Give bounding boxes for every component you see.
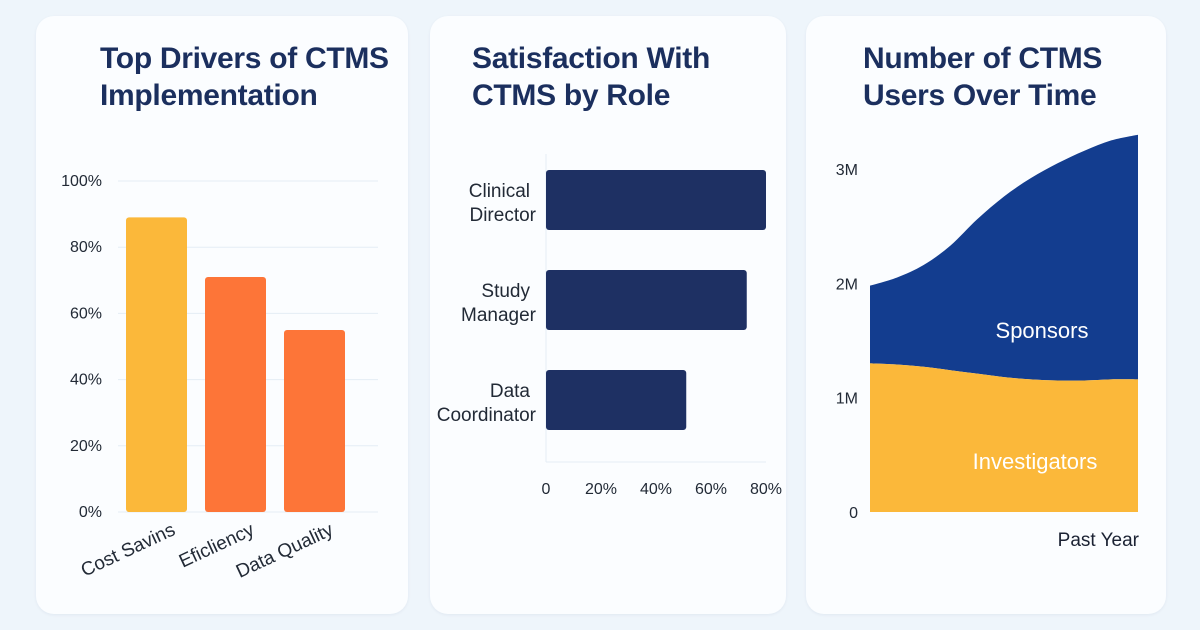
y-tick-label: 1M <box>836 391 858 408</box>
y-tick-label: 3M <box>836 162 858 179</box>
bar-3 <box>546 370 687 430</box>
y-tick-label: 2M <box>836 276 858 293</box>
x-tick-label: 60% <box>695 481 727 498</box>
x-tick-label: 20% <box>585 481 617 498</box>
users-area-chart: 0 1M 2M 3M Sponsors Investigators Past Year <box>836 134 1140 551</box>
drivers-card: Top Drivers of CTMS Implementation 0% 20%… <box>36 16 408 614</box>
y-tick-label: 0% <box>79 504 102 521</box>
x-axis-label: Past Year <box>1058 530 1140 551</box>
satisfaction-chart-title: Satisfaction With CTMS by Role <box>472 42 710 112</box>
x-tick-label: 0 <box>542 481 551 498</box>
investigators-area <box>870 363 1138 512</box>
sponsors-series-label: Sponsors <box>996 318 1089 343</box>
y-tick-label: 20% <box>70 438 102 455</box>
y-tick-label: 60% <box>70 305 102 322</box>
x-tick-label: 80% <box>750 481 782 498</box>
y-tick-label: 80% <box>70 239 102 256</box>
category-label-line-2: Manager <box>461 305 537 326</box>
category-label-line-1: Clinical <box>469 181 530 202</box>
category-label: Cost Savins <box>78 519 179 581</box>
bar-2 <box>546 270 747 330</box>
category-label-line-2: Coordinator <box>437 405 537 426</box>
sponsors-area <box>870 134 1138 381</box>
y-tick-label: 0 <box>849 505 858 522</box>
category-label-line-1: Data <box>490 381 531 402</box>
users-card: Number of CTMS Users Over Time 0 1M 2M 3M Sp… <box>806 16 1166 614</box>
category-label-line-1: Study <box>481 281 530 302</box>
category-label-line-2: Director <box>469 205 536 226</box>
users-chart-title: Number of CTMS Users Over Time <box>863 42 1103 112</box>
satisfaction-card: Satisfaction With CTMS by Role 0 20% 40% 60… <box>430 16 786 614</box>
bar-1 <box>126 217 187 512</box>
y-tick-label: 100% <box>61 173 102 190</box>
bar-3 <box>284 329 345 512</box>
investigators-series-label: Investigators <box>973 449 1098 474</box>
y-tick-label: 40% <box>70 372 102 389</box>
bar-2 <box>205 276 266 512</box>
drivers-bar-chart: 0%20%40%60%80%100%Cost SavinsEficliencyD… <box>61 173 378 583</box>
x-tick-label: 40% <box>640 481 672 498</box>
drivers-chart-title: Top Drivers of CTMS Implementation <box>100 42 389 112</box>
bar-1 <box>546 170 766 230</box>
satisfaction-bar-chart: 0 20% 40% 60% 80% Clinical Director Study Manage… <box>437 154 782 498</box>
